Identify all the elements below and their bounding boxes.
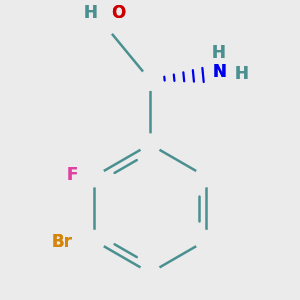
- Circle shape: [78, 0, 103, 25]
- Circle shape: [140, 262, 160, 283]
- Circle shape: [140, 70, 160, 90]
- Text: H: H: [235, 65, 249, 83]
- Text: H: H: [235, 65, 249, 83]
- Circle shape: [95, 15, 115, 36]
- Circle shape: [106, 0, 130, 25]
- Text: F: F: [66, 166, 77, 184]
- Text: N: N: [212, 63, 226, 81]
- Circle shape: [140, 134, 160, 154]
- Text: F: F: [66, 166, 77, 184]
- Circle shape: [205, 61, 230, 86]
- Circle shape: [84, 166, 105, 187]
- Text: O: O: [111, 4, 125, 22]
- Text: Br: Br: [52, 233, 73, 251]
- Text: N: N: [212, 63, 226, 81]
- Text: H: H: [84, 4, 98, 22]
- Text: H: H: [211, 44, 225, 62]
- Circle shape: [50, 229, 74, 253]
- Text: H: H: [84, 4, 98, 22]
- Text: Br: Br: [52, 233, 73, 251]
- Circle shape: [195, 230, 216, 251]
- Circle shape: [84, 230, 105, 251]
- Text: O: O: [111, 4, 125, 22]
- Circle shape: [195, 166, 216, 187]
- Text: H: H: [211, 44, 225, 62]
- Circle shape: [60, 164, 84, 189]
